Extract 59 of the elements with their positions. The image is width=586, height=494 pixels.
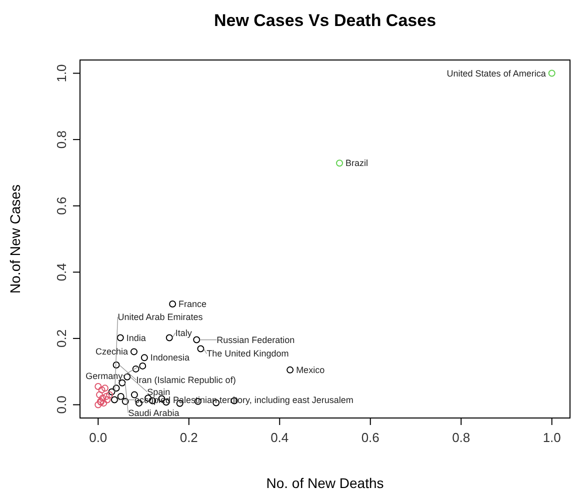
x-tick-label: 0.0 bbox=[89, 430, 108, 445]
point bbox=[116, 334, 124, 342]
annotation: Spain bbox=[147, 386, 170, 397]
x-tick-label: 0.6 bbox=[361, 430, 380, 445]
y-tick-label: 0.8 bbox=[54, 130, 69, 149]
y-tick-label: 0.6 bbox=[54, 196, 69, 215]
point bbox=[94, 401, 102, 408]
annotation: Indonesia bbox=[150, 352, 190, 363]
point bbox=[130, 348, 138, 356]
annotation: Brazil bbox=[346, 158, 368, 168]
annotation: The United Kingdom bbox=[206, 348, 289, 359]
point bbox=[132, 365, 140, 372]
point bbox=[117, 392, 124, 400]
chart-title: New Cases Vs Death Cases bbox=[214, 11, 436, 30]
point bbox=[286, 366, 294, 374]
point bbox=[96, 391, 104, 398]
annotation: Russian Federation bbox=[216, 334, 295, 345]
point bbox=[112, 384, 120, 392]
y-axis-title: No.of New Cases bbox=[7, 184, 23, 294]
point bbox=[193, 336, 200, 344]
point bbox=[336, 160, 344, 167]
y-tick-label: 0.4 bbox=[54, 263, 69, 282]
point bbox=[166, 334, 173, 342]
point bbox=[104, 396, 111, 404]
x-tick-label: 0.2 bbox=[180, 430, 198, 445]
point bbox=[106, 391, 113, 398]
annotation: France bbox=[178, 298, 207, 309]
point bbox=[99, 394, 106, 402]
point bbox=[110, 396, 118, 404]
annotation: Iran (Islamic Republic of) bbox=[136, 374, 236, 385]
annotation: India bbox=[126, 332, 146, 343]
annotation: United Arab Emirates bbox=[118, 312, 204, 322]
point bbox=[140, 354, 148, 362]
annotation: Mexico bbox=[296, 364, 325, 375]
annotation: United States of America bbox=[446, 68, 546, 78]
point bbox=[548, 70, 556, 77]
annotation: Saudi Arabia bbox=[128, 408, 180, 418]
point bbox=[139, 362, 146, 370]
point bbox=[122, 398, 129, 405]
point bbox=[169, 300, 176, 308]
x-axis-title: No. of New Deaths bbox=[266, 475, 384, 491]
annotation: Italy bbox=[175, 328, 192, 338]
x-tick-label: 0.4 bbox=[270, 430, 289, 445]
point bbox=[124, 373, 131, 380]
point bbox=[94, 383, 102, 390]
y-tick-label: 0.0 bbox=[54, 396, 69, 414]
annotation: Czechia bbox=[95, 346, 128, 357]
point bbox=[108, 388, 116, 396]
x-tick-label: 1.0 bbox=[542, 430, 561, 445]
annotation: Germany bbox=[86, 370, 124, 381]
point bbox=[102, 392, 110, 400]
point bbox=[101, 384, 108, 392]
point bbox=[100, 400, 108, 407]
y-tick-label: 0.2 bbox=[54, 329, 69, 348]
point bbox=[197, 345, 204, 352]
x-tick-label: 0.8 bbox=[452, 430, 470, 445]
point bbox=[112, 361, 120, 368]
y-tick-label: 1.0 bbox=[54, 64, 69, 82]
point bbox=[98, 386, 106, 394]
